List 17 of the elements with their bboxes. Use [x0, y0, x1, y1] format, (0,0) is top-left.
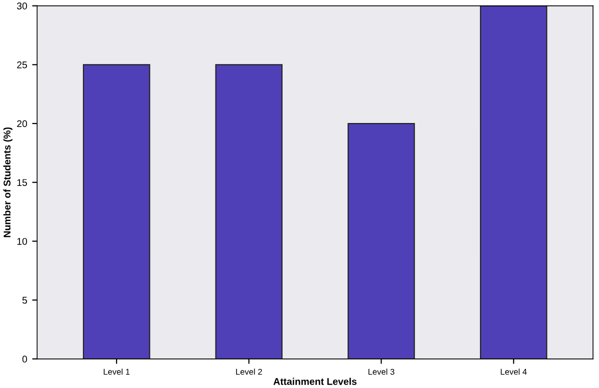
bar	[215, 64, 283, 359]
x-tick-label: Level 4	[500, 368, 527, 375]
y-tick-label: 30	[16, 2, 28, 10]
x-axis-title: Attainment Levels	[273, 378, 357, 385]
y-tick-label: 5	[22, 296, 28, 304]
x-tick-label: Level 2	[236, 368, 262, 375]
y-tick-label: 20	[17, 120, 28, 128]
x-tick-label: Level 1	[104, 368, 130, 375]
y-tick-label: 0	[22, 356, 28, 363]
bar	[480, 6, 548, 359]
y-tick-label: 10	[17, 238, 28, 245]
x-tick-label: Level 3	[368, 368, 394, 375]
bar	[82, 64, 150, 359]
y-tick-label: 15	[17, 179, 28, 186]
y-axis-title: Number of Students (%)	[3, 127, 12, 238]
y-tick-label: 25	[17, 61, 28, 68]
bar	[348, 122, 415, 359]
